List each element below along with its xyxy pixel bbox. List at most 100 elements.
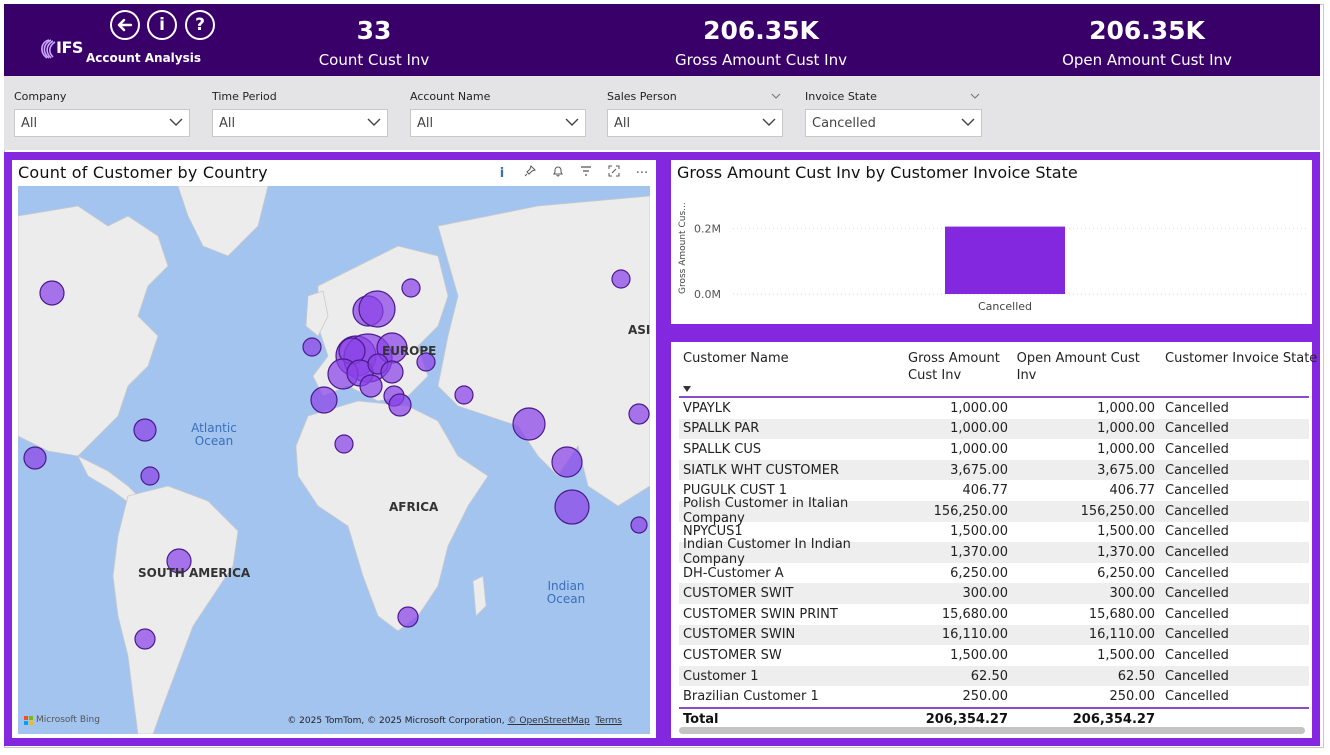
cell-invoice-state: Cancelled bbox=[1165, 689, 1229, 705]
kpi-value: 206.35K bbox=[703, 16, 819, 45]
column-header-invoice-state[interactable]: Customer Invoice State bbox=[1165, 351, 1318, 366]
land-africa bbox=[295, 400, 489, 632]
chevron-down-icon bbox=[961, 118, 975, 126]
account-name-dropdown[interactable]: All bbox=[410, 109, 586, 137]
visual-toolbar: i ··· bbox=[494, 165, 650, 181]
horizontal-scrollbar[interactable] bbox=[679, 727, 1305, 734]
cell-customer-name: VPAYLK bbox=[683, 400, 731, 416]
column-header-customer-name[interactable]: Customer Name bbox=[679, 348, 908, 396]
map-bubble bbox=[397, 606, 419, 628]
table-row[interactable]: Customer 1 62.50 62.50 Cancelled bbox=[679, 665, 1309, 687]
map-bubble bbox=[554, 489, 590, 525]
bell-icon[interactable] bbox=[550, 165, 566, 181]
table-row[interactable]: NPYCUS1 1,500.00 1,500.00 Cancelled bbox=[679, 522, 1309, 543]
map-bubble bbox=[39, 280, 65, 306]
table-row[interactable]: CUSTOMER SWIN 16,110.00 16,110.00 Cancelled bbox=[679, 624, 1309, 646]
table-row[interactable]: CUSTOMER SW 1,500.00 1,500.00 Cancelled bbox=[679, 645, 1309, 666]
total-label: Total bbox=[683, 712, 719, 728]
map-bubble bbox=[380, 360, 404, 384]
back-arrow-icon[interactable] bbox=[110, 10, 140, 40]
map-bubble bbox=[166, 548, 192, 574]
slicer-label: Company bbox=[14, 90, 67, 103]
page-title: Account Analysis bbox=[86, 51, 202, 65]
slicer-value: All bbox=[21, 116, 38, 131]
cell-open-amount: 1,370.00 bbox=[1097, 544, 1155, 560]
table-row[interactable]: CUSTOMER SWIT 300.00 300.00 Cancelled bbox=[679, 583, 1309, 604]
terms-link[interactable]: Terms bbox=[595, 716, 622, 726]
pin-icon[interactable] bbox=[522, 165, 538, 181]
table-row[interactable]: Polish Customer in Italian Company 156,25… bbox=[679, 496, 1309, 526]
table-row[interactable]: Brazilian Customer 1 250.00 250.00 Cancelle… bbox=[679, 686, 1309, 707]
company-dropdown[interactable]: All bbox=[14, 109, 190, 137]
cell-invoice-state: Cancelled bbox=[1165, 462, 1229, 478]
cell-open-amount: 16,110.00 bbox=[1088, 627, 1155, 643]
bar-cancelled[interactable] bbox=[945, 226, 1065, 294]
map-bubble bbox=[611, 269, 631, 289]
table-row[interactable]: PUGULK CUST 1 406.77 406.77 Cancelled bbox=[679, 480, 1309, 501]
table-row[interactable]: SPALLK CUS 1,000.00 1,000.00 Cancelled bbox=[679, 439, 1309, 460]
invoice-state-dropdown[interactable]: Cancelled bbox=[805, 109, 982, 137]
map-bubble bbox=[416, 352, 436, 372]
table-row[interactable]: SIATLK WHT CUSTOMER 3,675.00 3,675.00 Cance… bbox=[679, 459, 1309, 481]
slicer-label: Invoice State bbox=[805, 89, 982, 109]
chevron-down-icon[interactable] bbox=[771, 92, 781, 100]
table-row[interactable]: Indian Customer In Indian Company 1,370.0… bbox=[679, 537, 1309, 567]
filter-bar: Company All Time Period All Account Name… bbox=[4, 76, 1320, 150]
help-icon[interactable]: ? bbox=[185, 10, 215, 40]
focus-icon[interactable] bbox=[606, 165, 622, 181]
y-axis-ticks: 0.0M 0.2M bbox=[694, 223, 721, 301]
bing-text: Microsoft Bing bbox=[36, 715, 100, 725]
info-icon[interactable]: i bbox=[147, 10, 177, 40]
cell-invoice-state: Cancelled bbox=[1165, 421, 1229, 437]
cell-customer-name: Indian Customer In Indian Company bbox=[683, 537, 851, 568]
cell-invoice-state: Cancelled bbox=[1165, 483, 1229, 499]
microsoft-logo-icon bbox=[24, 715, 33, 725]
slicer-label: Sales Person bbox=[607, 89, 783, 109]
column-header-open-amount[interactable]: Open Amount Cust Inv bbox=[1016, 351, 1140, 383]
logo-text: IFS bbox=[56, 38, 83, 57]
time-period-dropdown[interactable]: All bbox=[212, 109, 388, 137]
column-header-gross-amount[interactable]: Gross Amount Cust Inv bbox=[908, 351, 1000, 383]
y-tick-label: 0.0M bbox=[694, 288, 721, 301]
customer-table-visual[interactable]: Customer Name Gross Amount Cust Inv Open… bbox=[671, 342, 1318, 738]
land-uk bbox=[305, 290, 329, 337]
customer-table: Customer Name Gross Amount Cust Inv Open… bbox=[679, 348, 1318, 731]
info-icon[interactable]: i bbox=[499, 165, 505, 181]
map-bubble bbox=[358, 290, 396, 328]
map-visual[interactable]: Count of Customer by Country i ··· bbox=[12, 160, 656, 738]
filter-icon[interactable] bbox=[578, 165, 594, 181]
bar-chart-visual[interactable]: Gross Amount Cust Inv by Customer Invoic… bbox=[671, 160, 1312, 324]
attribution-text: © 2025 TomTom, © 2025 Microsoft Corporat… bbox=[287, 716, 505, 726]
cell-open-amount: 1,500.00 bbox=[1097, 524, 1155, 540]
cell-invoice-state: Cancelled bbox=[1165, 627, 1229, 643]
cell-customer-name: CUSTOMER SW bbox=[683, 647, 782, 663]
slicer-sales-person: Sales Person All bbox=[607, 89, 783, 137]
continent-label: EUROPE bbox=[382, 344, 437, 358]
map-bubble bbox=[133, 418, 157, 442]
cell-open-amount: 15,680.00 bbox=[1088, 606, 1155, 622]
chevron-down-icon[interactable] bbox=[970, 92, 980, 100]
map-bubble bbox=[628, 403, 650, 425]
cell-gross-amount: 156,250.00 bbox=[933, 503, 1008, 519]
slicer-value: All bbox=[417, 116, 434, 131]
sales-person-dropdown[interactable]: All bbox=[607, 109, 783, 137]
table-row[interactable]: DH-Customer A 6,250.00 6,250.00 Cancelled bbox=[679, 563, 1309, 584]
kpi-label: Open Amount Cust Inv bbox=[1062, 51, 1232, 69]
more-icon[interactable]: ··· bbox=[635, 165, 649, 181]
total-open-amount: 206,354.27 bbox=[1072, 712, 1155, 728]
sort-desc-icon[interactable] bbox=[683, 386, 691, 392]
ocean-label: Atlantic Ocean bbox=[191, 421, 237, 448]
table-row[interactable]: CUSTOMER SWIN PRINT 15,680.00 15,680.00 Can… bbox=[679, 604, 1309, 625]
land-north-america bbox=[18, 205, 169, 457]
table-row[interactable]: VPAYLK 1,000.00 1,000.00 Cancelled bbox=[679, 398, 1309, 419]
bar-chart: 0.0M 0.2M Gross Amount Cus... Cancelled bbox=[678, 202, 1307, 313]
table-body: VPAYLK 1,000.00 1,000.00 Cancelled SPALLK PA… bbox=[679, 398, 1309, 707]
report-header: IFS Account Analysis i ? 33 Count Cust I… bbox=[4, 4, 1320, 76]
map-bubble bbox=[302, 337, 322, 357]
openstreetmap-link[interactable]: © OpenStreetMap bbox=[507, 716, 590, 726]
kpi-value: 33 bbox=[356, 16, 392, 45]
map-bubble bbox=[388, 393, 412, 417]
table-row[interactable]: SPALLK PAR 1,000.00 1,000.00 Cancelled bbox=[679, 418, 1309, 440]
